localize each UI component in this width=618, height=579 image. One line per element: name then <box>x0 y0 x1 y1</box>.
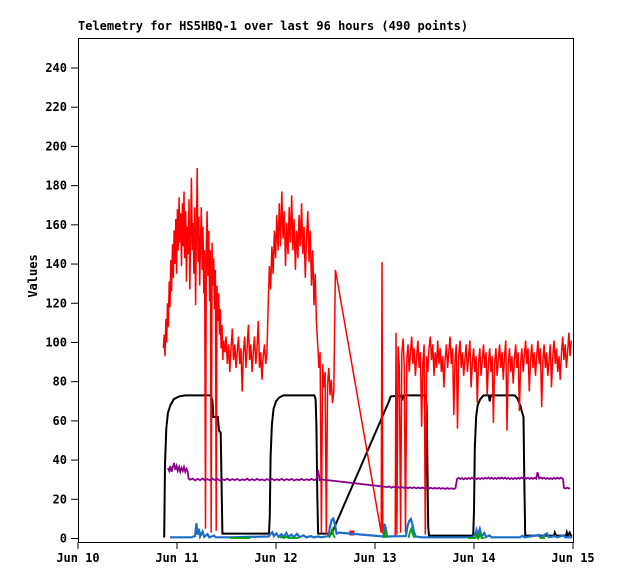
plot-border <box>78 38 574 543</box>
y-tick-label: 160 <box>45 218 67 232</box>
y-tick-label: 40 <box>53 453 67 467</box>
green-series-line <box>328 526 336 539</box>
x-tick-label: Jun 11 <box>155 551 198 565</box>
black-series-line <box>163 394 573 539</box>
green-series-line <box>407 525 416 539</box>
purple-series-line <box>167 462 571 490</box>
chart-title: Telemetry for HS5HBQ-1 over last 96 hour… <box>78 19 469 33</box>
y-tick-label: 20 <box>53 492 67 506</box>
green-series-line <box>382 527 388 539</box>
y-tick-label: 80 <box>53 375 67 389</box>
y-tick-label: 180 <box>45 179 67 193</box>
x-tick-label: Jun 12 <box>254 551 297 565</box>
y-tick-label: 60 <box>53 414 67 428</box>
red-series-line <box>162 167 573 538</box>
green-series-line <box>279 535 299 540</box>
y-tick-label: 200 <box>45 139 67 153</box>
y-tick-label: 220 <box>45 100 67 114</box>
y-tick-label: 0 <box>60 532 67 546</box>
blue-series-line <box>170 516 573 541</box>
green-series-line <box>468 531 485 541</box>
x-tick-label: Jun 15 <box>551 551 594 565</box>
y-tick-label: 120 <box>45 296 67 310</box>
x-tick-label: Jun 14 <box>452 551 495 565</box>
y-axis-title: Values <box>26 254 40 298</box>
y-tick-label: 100 <box>45 335 67 349</box>
x-tick-label: Jun 10 <box>56 551 99 565</box>
y-tick-label: 240 <box>45 61 67 75</box>
y-tick-label: 140 <box>45 257 67 271</box>
x-tick-label: Jun 13 <box>353 551 396 565</box>
